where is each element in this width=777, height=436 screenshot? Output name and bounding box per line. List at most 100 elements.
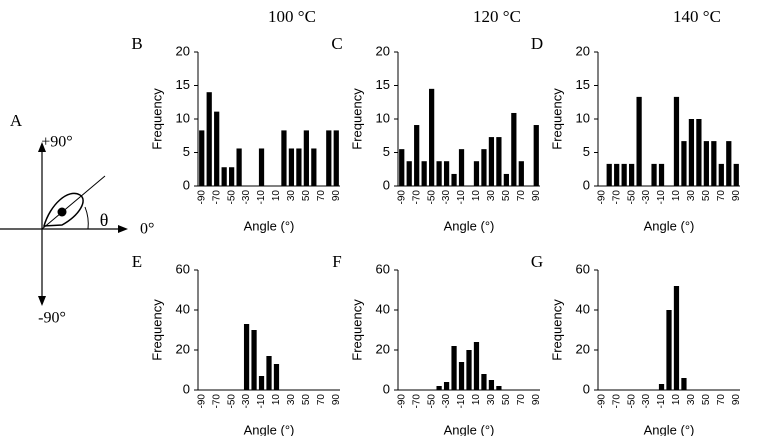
bar xyxy=(206,92,212,186)
x-tick-label: -30 xyxy=(441,190,452,205)
y-tick-label: 0 xyxy=(583,381,590,396)
panel-label: D xyxy=(531,34,543,53)
bar xyxy=(199,130,205,186)
y-tick-label: 60 xyxy=(376,261,390,276)
bar xyxy=(518,161,524,186)
x-tick-label: 50 xyxy=(301,190,312,202)
x-tick-label: 50 xyxy=(501,394,512,406)
x-tick-label: -70 xyxy=(211,394,222,409)
panel-label: G xyxy=(531,252,543,271)
y-tick-label: 10 xyxy=(376,110,390,125)
bar xyxy=(614,163,620,186)
x-tick-label: 90 xyxy=(731,394,742,406)
x-tick-label: -10 xyxy=(456,394,467,409)
x-tick-label: -90 xyxy=(196,190,207,205)
bar xyxy=(326,130,332,186)
bar xyxy=(288,148,295,186)
x-tick-label: -30 xyxy=(241,394,252,409)
arrow xyxy=(38,296,46,306)
y-tick-label: 0 xyxy=(183,177,190,192)
bar xyxy=(503,173,509,186)
x-tick-label: 90 xyxy=(331,190,342,202)
x-tick-label: -10 xyxy=(256,394,267,409)
bar xyxy=(511,112,517,186)
x-tick-label: 30 xyxy=(486,190,497,202)
x-tick-label: 50 xyxy=(301,394,312,406)
y-tick-label: 40 xyxy=(576,301,590,316)
x-tick-label: -50 xyxy=(626,394,637,409)
x-tick-label: 90 xyxy=(731,190,742,202)
x-tick-label: -90 xyxy=(396,190,407,205)
y-tick-label: 20 xyxy=(376,341,390,356)
y-tick-label: 20 xyxy=(576,43,590,58)
x-axis-title: Angle (°) xyxy=(444,218,495,233)
axis-label: 0° xyxy=(140,221,154,238)
x-tick-label: 30 xyxy=(486,394,497,406)
axis-label: +90° xyxy=(41,134,72,151)
y-tick-label: 0 xyxy=(383,177,390,192)
x-tick-label: 10 xyxy=(671,190,682,202)
bar xyxy=(436,161,442,186)
y-tick-label: 20 xyxy=(176,43,190,58)
y-tick-label: 0 xyxy=(583,177,590,192)
bar xyxy=(688,119,695,186)
y-tick-label: 20 xyxy=(176,341,190,356)
bar xyxy=(281,130,287,186)
x-tick-label: -50 xyxy=(426,394,437,409)
bar xyxy=(473,161,480,186)
bar xyxy=(251,330,257,390)
x-tick-label: 10 xyxy=(671,394,682,406)
x-tick-label: 90 xyxy=(331,394,342,406)
bar xyxy=(243,324,250,390)
chart-panel: D 0 5 10 15 20 Frequency Angle (°) -90 -70 -50 -30-… xyxy=(531,34,742,234)
y-axis-title: Frequency xyxy=(149,88,164,150)
bar xyxy=(711,141,717,186)
bar xyxy=(726,141,732,186)
bar xyxy=(673,286,680,390)
y-axis-title: Frequency xyxy=(349,299,364,361)
diagram: A +90° 0° -90° θ xyxy=(0,111,154,327)
bar xyxy=(473,342,480,390)
chart-panel: E 0 20 40 60 Frequency Angle (°) -90 -70 -50 -30 -1… xyxy=(132,252,342,436)
angle-arc xyxy=(84,206,89,230)
bar xyxy=(414,125,420,186)
arrow xyxy=(118,225,128,233)
x-tick-label: -50 xyxy=(226,394,237,409)
bar xyxy=(466,350,472,390)
x-tick-label: -30 xyxy=(441,394,452,409)
bar xyxy=(436,386,442,390)
x-tick-label: 90 xyxy=(531,190,542,202)
x-axis-title: Angle (°) xyxy=(644,218,695,233)
bar xyxy=(681,378,687,390)
x-tick-label: -10 xyxy=(256,190,267,205)
x-tick-label: 70 xyxy=(716,394,727,406)
bar xyxy=(496,386,502,390)
bar xyxy=(718,163,724,186)
cell-outline xyxy=(42,192,84,227)
arrow xyxy=(38,142,46,152)
y-tick-label: 20 xyxy=(376,43,390,58)
x-tick-label: 30 xyxy=(286,394,297,406)
bar xyxy=(311,148,317,186)
chart-panel: C 0 5 10 15 20 Frequency Angle (°) -90 -70 -50 -30-… xyxy=(331,34,542,234)
bar xyxy=(488,380,495,390)
y-tick-label: 15 xyxy=(176,77,190,92)
y-axis-title: Frequency xyxy=(349,88,364,150)
x-axis-title: Angle (°) xyxy=(644,422,695,436)
y-tick-label: 0 xyxy=(383,381,390,396)
x-tick-label: -90 xyxy=(596,394,607,409)
x-tick-label: 30 xyxy=(286,190,297,202)
x-tick-label: 90 xyxy=(531,394,542,406)
x-tick-label: 50 xyxy=(501,190,512,202)
y-tick-label: 15 xyxy=(376,77,390,92)
bar xyxy=(451,346,457,390)
bar xyxy=(458,149,465,186)
nucleus xyxy=(57,207,67,217)
chart-panel: B 0 5 10 15 20 Frequency Angle (°) -90 -70 -50 -30-… xyxy=(131,34,342,234)
bar xyxy=(451,173,457,186)
axis-label: -90° xyxy=(38,310,66,327)
bar xyxy=(658,163,665,186)
bar xyxy=(258,148,265,186)
column-header: 100 °C xyxy=(268,7,316,26)
bar xyxy=(399,149,405,186)
